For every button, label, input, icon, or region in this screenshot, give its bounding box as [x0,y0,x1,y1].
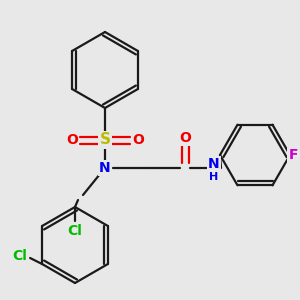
Text: Cl: Cl [13,249,28,263]
Text: H: H [209,172,219,182]
Text: O: O [179,131,191,145]
Text: O: O [132,133,144,147]
Text: N: N [208,157,220,171]
Text: N: N [99,161,111,175]
Text: Cl: Cl [68,224,82,238]
Text: O: O [66,133,78,147]
Text: S: S [100,133,110,148]
Text: F: F [288,148,298,162]
